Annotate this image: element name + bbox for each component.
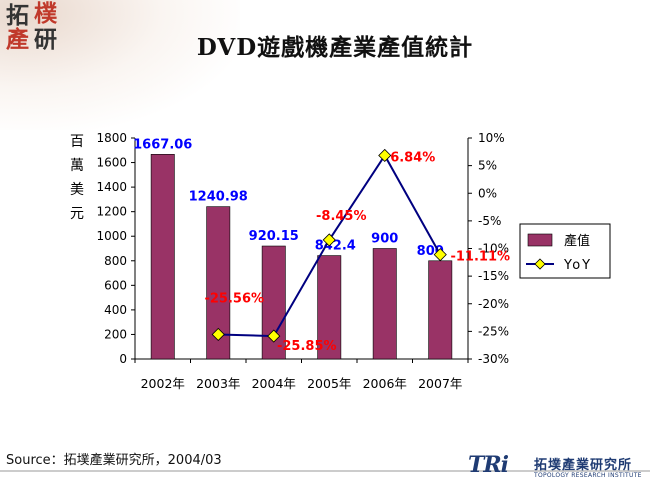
y-tick-label-left: 1800	[96, 131, 127, 145]
footer-divider	[0, 470, 650, 472]
y-axis-title-char: 美	[70, 182, 84, 198]
bar	[428, 260, 453, 360]
x-tick-label: 2005年	[307, 376, 351, 391]
yoy-marker	[211, 327, 225, 342]
x-tick-label: 2007年	[418, 376, 462, 391]
legend-label-bar: 產值	[564, 233, 590, 249]
bar-value-label: 842.4	[315, 239, 356, 254]
logo-char-4: 研	[34, 26, 57, 53]
tri-logo-english: TOPOLOGY RESEARCH INSTITUTE	[534, 472, 642, 479]
y-axis-title-char: 元	[70, 206, 84, 222]
y-tick-label-right: -30%	[478, 352, 509, 366]
y-tick-label-right: -10%	[478, 242, 509, 256]
x-tick-label: 2002年	[141, 376, 185, 391]
bar	[317, 255, 342, 360]
logo-char-3: 產	[6, 26, 29, 53]
bar	[150, 154, 175, 360]
yoy-marker	[378, 148, 392, 163]
y-tick-label-right: -15%	[478, 269, 509, 283]
corner-decoration	[0, 0, 240, 130]
legend-label-yoy: YoY	[563, 258, 592, 273]
bar	[206, 206, 231, 360]
yoy-value-label: -25.56%	[204, 291, 264, 306]
y-axis-title-char: 百	[70, 134, 84, 150]
y-tick-label-left: 1400	[96, 180, 127, 194]
bar-value-label: 1240.98	[189, 190, 248, 205]
y-tick-label-left: 800	[104, 254, 127, 268]
y-tick-label-left: 1000	[96, 229, 127, 243]
y-tick-label-right: -20%	[478, 297, 509, 311]
bar-value-label: 900	[371, 232, 398, 247]
legend-marker-yoy	[534, 258, 546, 270]
bar	[372, 248, 397, 360]
tri-logo-chinese: 拓墣產業研究所	[534, 458, 633, 473]
y-tick-label-right: 5%	[478, 159, 497, 173]
bar-value-label: 1667.06	[133, 137, 192, 152]
y-tick-label-right: -5%	[478, 214, 501, 228]
yoy-marker	[267, 329, 281, 343]
y-tick-label-left: 1600	[96, 156, 127, 170]
yoy-value-label: -11.11%	[450, 250, 510, 265]
y-axis-title-char: 萬	[70, 158, 84, 174]
legend-swatch-bar	[527, 233, 553, 247]
y-tick-label-right: 10%	[478, 131, 505, 145]
tri-logo-mark: TRi	[468, 452, 509, 478]
yoy-value-label: -8.45%	[316, 209, 367, 224]
logo-char-1: 拓	[6, 2, 29, 29]
x-tick-label: 2004年	[252, 376, 296, 391]
x-tick-label: 2006年	[363, 376, 407, 391]
tri-logo: TRi 拓墣產業研究所 TOPOLOGY RESEARCH INSTITUTE	[468, 452, 648, 482]
yoy-value-label: -25.85%	[277, 339, 337, 354]
y-tick-label-left: 0	[119, 352, 127, 366]
y-tick-label-left: 600	[104, 278, 127, 292]
y-tick-label-left: 1200	[96, 205, 127, 219]
source-note: Source：拓墣產業研究所，2004/03	[6, 453, 222, 468]
brand-logo: 拓 樸 產 研	[4, 2, 66, 56]
y-tick-label-right: 0%	[478, 186, 497, 200]
chart: 0 200 400 600 800 1000 1200 1400 1600 1800 -30% -25…	[70, 131, 611, 391]
y-tick-label-left: 400	[104, 303, 127, 317]
legend-box	[519, 223, 611, 279]
logo-char-2: 樸	[34, 0, 57, 27]
y-tick-label-left: 200	[104, 327, 127, 341]
y-tick-label-right: -25%	[478, 324, 509, 338]
yoy-marker	[433, 248, 447, 262]
yoy-marker	[322, 233, 336, 247]
bar	[261, 245, 286, 360]
x-tick-label: 2003年	[196, 376, 240, 391]
bar-value-label: 920.15	[249, 229, 299, 244]
page-title: DVD遊戲機產業產值統計	[196, 34, 474, 61]
yoy-value-label: 6.84%	[390, 150, 435, 165]
